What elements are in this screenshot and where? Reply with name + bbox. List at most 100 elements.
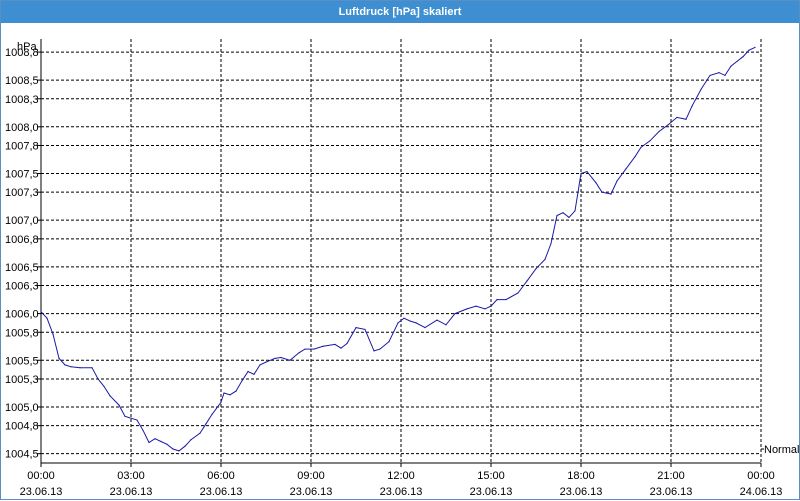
data-point — [379, 348, 381, 350]
data-point — [676, 116, 678, 119]
data-point — [211, 413, 213, 416]
data-point — [373, 350, 375, 352]
data-point — [235, 390, 237, 392]
data-point — [289, 359, 291, 361]
data-point — [340, 347, 342, 349]
data-point — [253, 373, 255, 375]
y-tick-label: 1005,8 — [5, 327, 39, 339]
y-tick-label: 1008,8 — [5, 47, 39, 59]
data-point — [634, 156, 636, 158]
data-point — [97, 378, 99, 380]
x-tick-time-label: 03:00 — [117, 470, 145, 482]
window-titlebar: Luftdruck [hPa] skaliert — [1, 1, 799, 23]
data-point — [172, 448, 174, 450]
y-tick-label: 1006,5 — [5, 262, 39, 274]
data-point — [748, 49, 750, 51]
data-point — [496, 298, 498, 301]
normal-label: Normal — [764, 444, 799, 456]
chart-annotation: Normal — [761, 444, 799, 456]
data-point — [259, 364, 261, 366]
x-tick-date-label: 23.06.13 — [20, 486, 63, 498]
chart-grid — [40, 39, 762, 463]
data-point — [649, 140, 651, 142]
data-point — [595, 182, 597, 184]
data-point — [490, 305, 492, 307]
data-point — [130, 417, 132, 419]
data-point — [205, 423, 207, 425]
data-point — [91, 367, 93, 369]
x-tick-time-label: 09:00 — [297, 470, 325, 482]
data-point — [247, 370, 249, 373]
y-tick-label: 1006,3 — [5, 281, 39, 293]
y-tick-label: 1005,5 — [5, 355, 39, 367]
data-point — [556, 214, 558, 217]
data-point — [199, 432, 201, 434]
data-point — [355, 326, 357, 329]
data-point — [274, 357, 276, 360]
data-point — [586, 171, 588, 173]
data-point — [454, 312, 456, 315]
data-point — [475, 305, 477, 307]
data-point — [190, 439, 192, 441]
y-tick-label: 1007,3 — [5, 187, 39, 199]
data-point — [709, 74, 711, 77]
x-tick-time-label: 21:00 — [657, 470, 685, 482]
x-tick-date-label: 23.06.13 — [110, 486, 153, 498]
x-tick-time-label: 00:00 — [27, 470, 55, 482]
data-point — [184, 445, 186, 447]
data-point — [64, 364, 66, 366]
x-tick-time-label: 00:00 — [747, 470, 775, 482]
y-tick-label: 1008,5 — [5, 75, 39, 87]
data-point — [304, 348, 306, 350]
y-tick-label: 1007,0 — [5, 215, 39, 227]
data-point — [154, 438, 156, 440]
data-point — [436, 319, 438, 321]
x-tick-time-label: 18:00 — [567, 470, 595, 482]
chart-title: Luftdruck [hPa] skaliert — [338, 6, 462, 18]
data-point — [658, 130, 660, 133]
y-tick-label: 1005,0 — [5, 402, 39, 414]
y-tick-label: 1004,8 — [5, 421, 39, 433]
data-point — [229, 394, 231, 396]
data-point — [40, 311, 42, 313]
data-point — [550, 242, 552, 245]
y-tick-label: 1008,3 — [5, 94, 39, 106]
data-point — [109, 395, 111, 397]
x-tick-date-label: 23.06.13 — [470, 486, 513, 498]
x-tick-date-label: 23.06.13 — [200, 486, 243, 498]
data-point — [58, 357, 60, 360]
y-tick-label: 1006,0 — [5, 309, 39, 321]
data-point — [730, 65, 732, 67]
data-point — [52, 333, 54, 335]
y-tick-label: 1004,5 — [5, 449, 39, 461]
data-point — [79, 367, 81, 369]
data-point — [562, 212, 564, 214]
data-point — [616, 180, 618, 182]
data-point — [70, 366, 72, 368]
plot-series — [40, 46, 756, 452]
y-tick-label: 1005,3 — [5, 374, 39, 386]
data-point — [322, 345, 324, 347]
data-point — [148, 441, 150, 444]
data-point — [334, 343, 336, 345]
x-tick-date-label: 23.06.13 — [290, 486, 333, 498]
data-point — [241, 380, 243, 382]
y-tick-label: 1007,8 — [5, 140, 39, 152]
x-tick-time-label: 12:00 — [387, 470, 415, 482]
data-point — [136, 419, 138, 421]
data-point — [466, 308, 468, 310]
x-tick-date-label: 23.06.13 — [380, 486, 423, 498]
data-point — [700, 88, 702, 91]
data-point — [223, 392, 225, 394]
x-tick-date-label: 23.06.13 — [650, 486, 693, 498]
data-point — [46, 317, 48, 319]
data-point — [178, 450, 180, 452]
x-tick-time-label: 06:00 — [207, 470, 235, 482]
data-point — [736, 60, 738, 63]
x-tick-date-label: 24.06.13 — [740, 486, 783, 498]
data-point — [166, 443, 168, 445]
data-point — [142, 429, 144, 431]
data-point — [526, 280, 528, 282]
y-tick-label: 1008,0 — [5, 122, 39, 134]
